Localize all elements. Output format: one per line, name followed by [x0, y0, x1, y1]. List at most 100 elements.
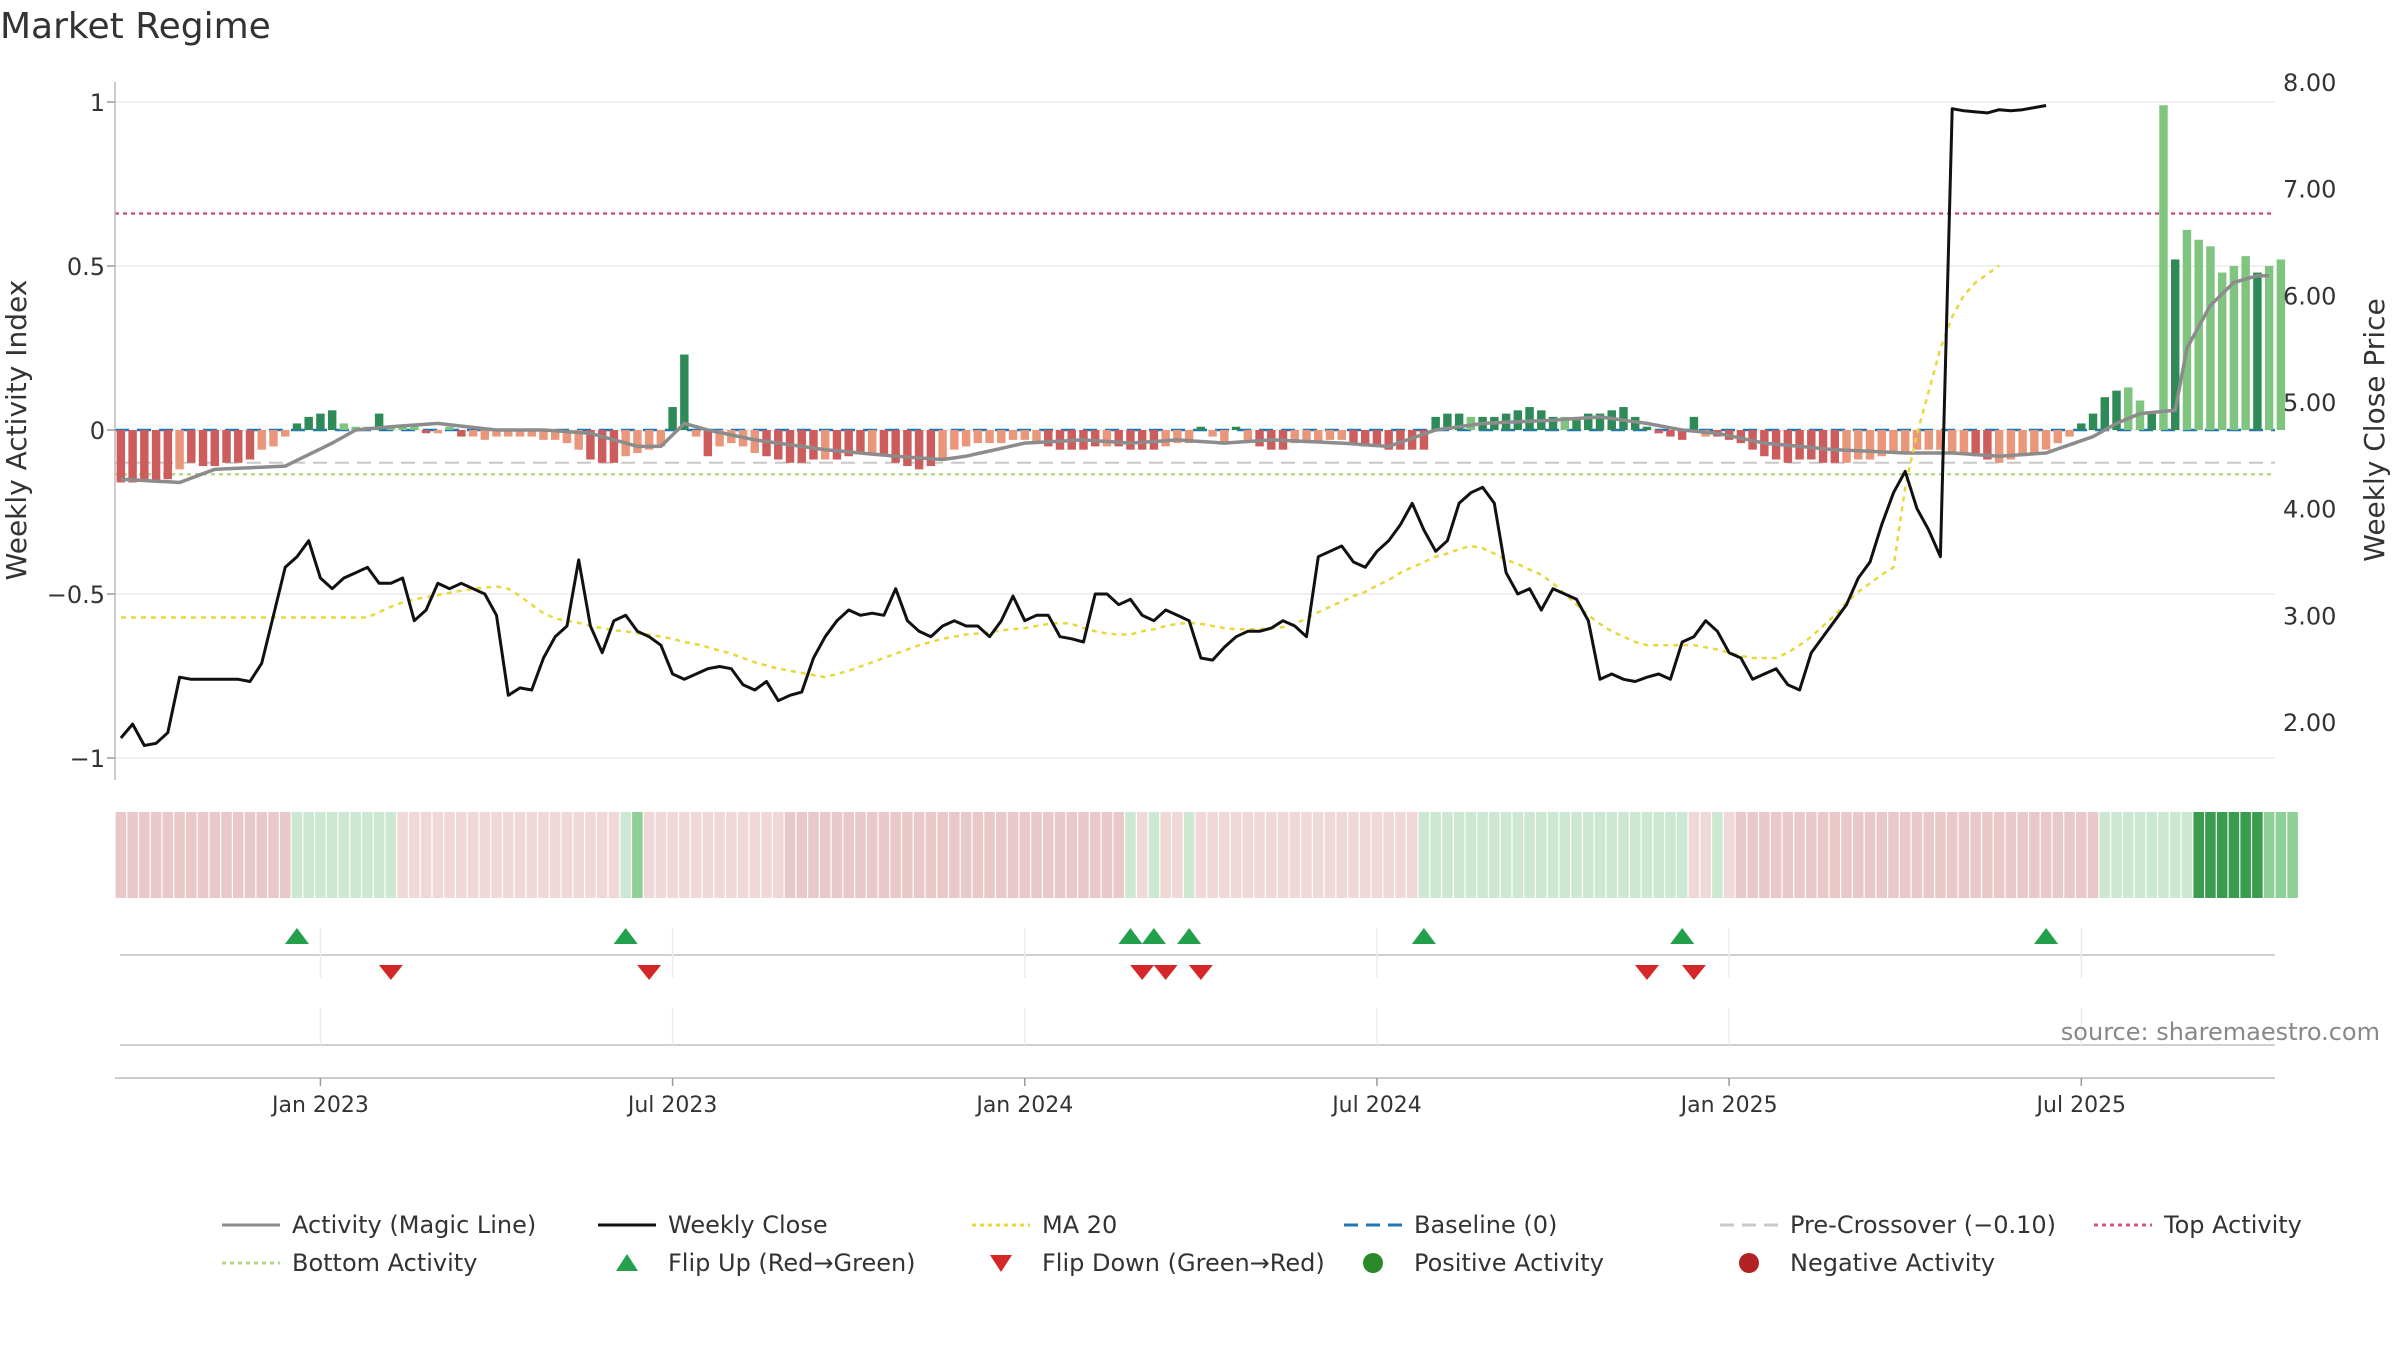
regime-cell [608, 812, 620, 898]
regime-cell [972, 812, 984, 898]
regime-cell [1183, 812, 1195, 898]
regime-cell [2076, 812, 2087, 898]
activity-bar [1431, 416, 1440, 430]
activity-bar [1818, 430, 1828, 463]
regime-cell [1042, 812, 1054, 898]
regime-cell [467, 812, 479, 898]
legend-label: Pre-Crossover (−0.10) [1790, 1211, 2056, 1239]
activity-bar [2065, 430, 2074, 437]
regime-cell [1465, 812, 1477, 898]
regime-cell [1688, 812, 1700, 898]
regime-cell [925, 812, 937, 898]
source-label: source: sharemaestro.com [2061, 1018, 2380, 1046]
activity-bar [1396, 430, 1405, 450]
activity-bar [2041, 430, 2051, 450]
activity-bar [668, 407, 677, 430]
legend-label: Weekly Close [668, 1211, 828, 1239]
regime-cell [303, 812, 314, 898]
legend-item: Positive Activity [1363, 1249, 1604, 1277]
regime-cell [996, 812, 1007, 898]
activity-bar [457, 430, 466, 437]
regime-cell [279, 812, 291, 898]
regime-cell [1606, 812, 1618, 898]
regime-cell [2111, 812, 2122, 898]
regime-cell [1301, 812, 1312, 898]
activity-bar [2241, 256, 2250, 430]
regime-cell [1500, 812, 1512, 898]
chart-title: Market Regime [0, 6, 271, 47]
legend-swatch [1363, 1253, 1383, 1273]
flip-up-marker [1141, 928, 1166, 944]
activity-bar [292, 423, 302, 430]
flip-markers [120, 928, 2275, 1046]
regime-cell [984, 812, 995, 898]
activity-bar [903, 430, 912, 467]
regime-cell [1266, 812, 1277, 898]
legend-label: Flip Up (Red→Green) [668, 1249, 916, 1277]
activity-bar [2206, 246, 2215, 430]
regime-cell [491, 812, 502, 898]
regime-cell [1242, 812, 1254, 898]
regime-cell [444, 812, 455, 898]
regime-cell [174, 812, 185, 898]
activity-bar [222, 430, 231, 463]
flip-up-marker [1411, 928, 1436, 944]
activity-bar [175, 430, 184, 470]
regime-cell [150, 812, 162, 898]
activity-bar [445, 426, 454, 430]
regime-cell [1348, 812, 1359, 898]
right-axis-tick-label: 2.00 [2283, 709, 2336, 737]
activity-bar [374, 413, 384, 430]
regime-cell [2017, 812, 2028, 898]
activity-bar [2147, 413, 2156, 430]
legend-label: Top Activity [2163, 1211, 2302, 1239]
regime-cell [115, 812, 127, 898]
regime-cell [1982, 812, 1993, 898]
regime-cell [1864, 812, 1876, 898]
right-axis-tick-label: 6.00 [2283, 282, 2336, 310]
activity-bar [1959, 430, 1969, 453]
legend-item: Weekly Close [598, 1211, 828, 1239]
regime-cell [679, 812, 690, 898]
regime-cell [2181, 812, 2193, 898]
regime-cell [1782, 812, 1794, 898]
regime-cell [514, 812, 526, 898]
flip-up-marker [1118, 928, 1143, 944]
regime-cell [350, 812, 361, 898]
regime-cell [2252, 812, 2263, 898]
legend-swatch [1739, 1253, 1759, 1273]
activity-bar [879, 430, 889, 457]
regime-cell [1923, 812, 1934, 898]
regime-cell [1031, 812, 1042, 898]
regime-cell [702, 812, 714, 898]
flip-down-marker [637, 965, 662, 980]
activity-bar [1384, 430, 1393, 450]
activity-bar [504, 430, 513, 437]
regime-cell [479, 812, 491, 898]
regime-cell [667, 812, 678, 898]
x-axis-tick-label: Jul 2025 [2035, 1093, 2127, 1118]
activity-bar [1360, 430, 1370, 447]
regime-cell [949, 812, 960, 898]
regime-cell [1559, 812, 1571, 898]
regime-cell [186, 812, 197, 898]
regime-cell [1101, 812, 1113, 898]
activity-bar [151, 430, 161, 483]
activity-bar [468, 430, 478, 437]
regime-cell [1852, 812, 1864, 898]
activity-bar [210, 430, 220, 467]
activity-bar [327, 410, 337, 430]
regime-cell [819, 812, 831, 898]
activity-bar [2124, 387, 2133, 430]
regime-cell [373, 812, 385, 898]
legend-label: Positive Activity [1414, 1249, 1604, 1277]
activity-bar [1337, 430, 1346, 440]
regime-cell [256, 812, 268, 898]
regime-cell [1759, 812, 1770, 898]
x-axis: Jan 2023 Jul 2023 Jan 2024 Jul 2024 Jan 2025… [115, 928, 2275, 1118]
activity-bar [1349, 430, 1358, 444]
activity-bar [1325, 430, 1335, 440]
regime-cell [1125, 812, 1136, 898]
regime-cell [878, 812, 890, 898]
regime-cell [1876, 812, 1888, 898]
